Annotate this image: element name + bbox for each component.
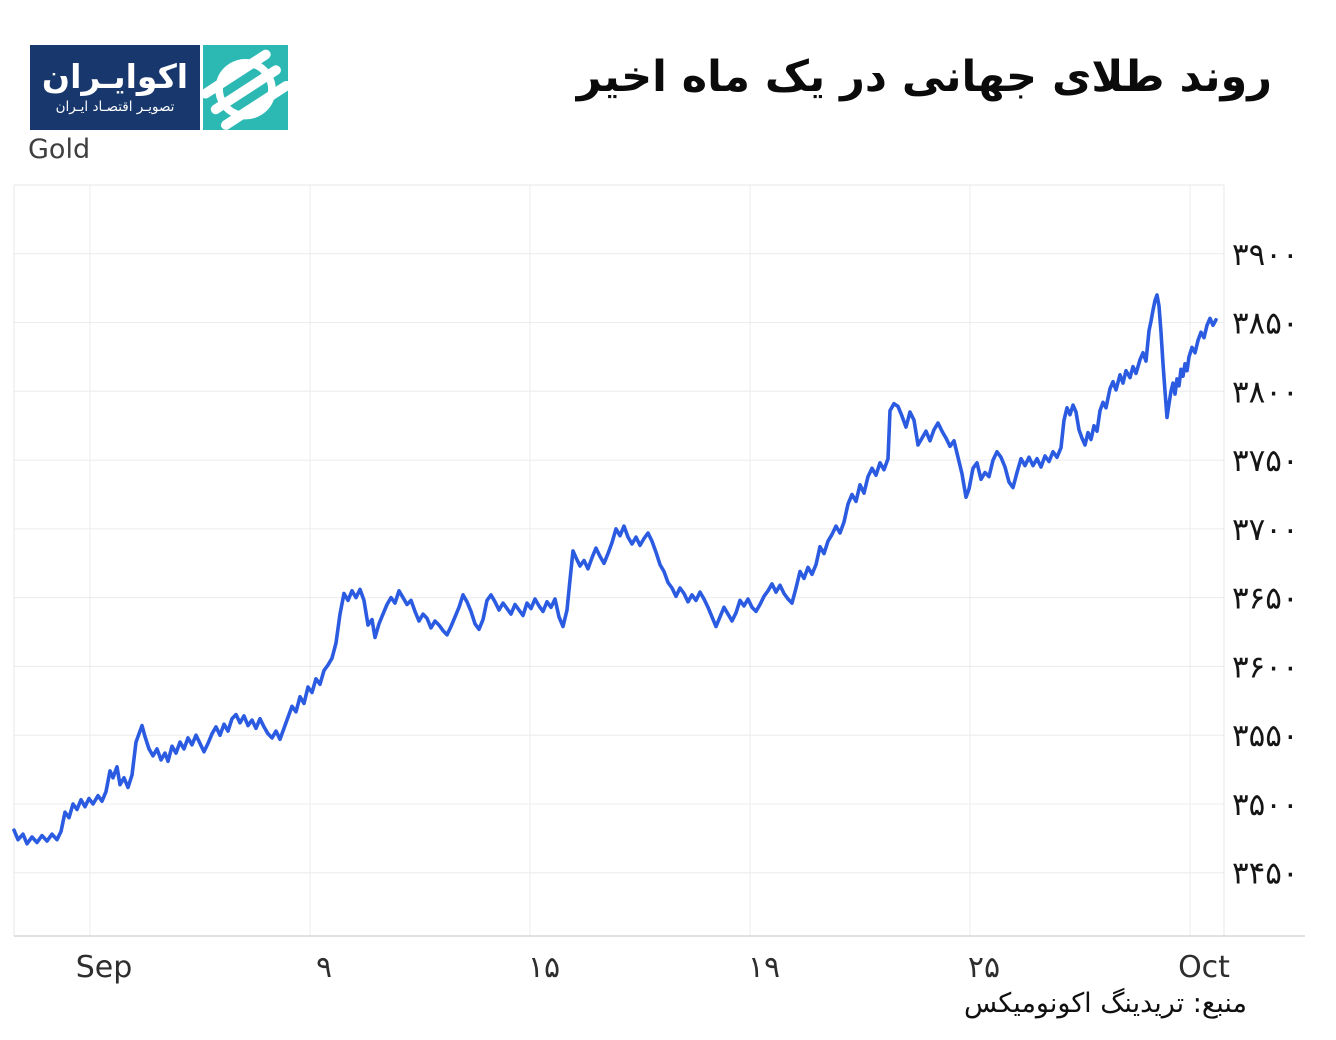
instrument-label: Gold [28,134,91,165]
x-axis-label: Oct [1178,950,1230,985]
logo-navy-box: اکوایـران تصویـر اقتصـاد ایـران [30,45,200,130]
x-axis-label: ۱۵ [528,950,560,985]
logo-mark-box [203,45,288,130]
brand-logo: اکوایـران تصویـر اقتصـاد ایـران [30,45,288,130]
y-axis-label: ۳۶۰۰ [1232,649,1299,685]
y-axis-label: ۳۹۰۰ [1232,237,1299,273]
logo-mark-icon [203,45,288,130]
y-axis-label: ۳۷۵۰ [1232,443,1299,479]
logo-tagline: تصویـر اقتصـاد ایـران [55,99,175,116]
x-axis-label: Sep [76,950,133,985]
x-axis-label: ۹ [316,950,332,985]
source-note: منبع: تریدینگ اکونومیکس [963,988,1247,1019]
y-axis-label: ۳۸۵۰ [1232,306,1299,342]
y-axis-label: ۳۷۰۰ [1232,512,1299,548]
page-title: روند طلای جهانی در یک ماه اخیر [576,52,1272,102]
price-line [12,293,1218,846]
x-axis-label: ۲۵ [968,950,1000,985]
y-axis-label: ۳۶۵۰ [1232,581,1299,617]
logo-brand-name: اکوایـران [41,56,189,96]
y-axis-label: ۳۵۰۰ [1232,787,1299,823]
x-axis-label: ۱۹ [748,950,780,985]
y-axis-label: ۳۵۵۰ [1232,718,1299,754]
y-axis-label: ۳۴۵۰ [1232,856,1299,892]
y-axis-label: ۳۸۰۰ [1232,374,1299,410]
